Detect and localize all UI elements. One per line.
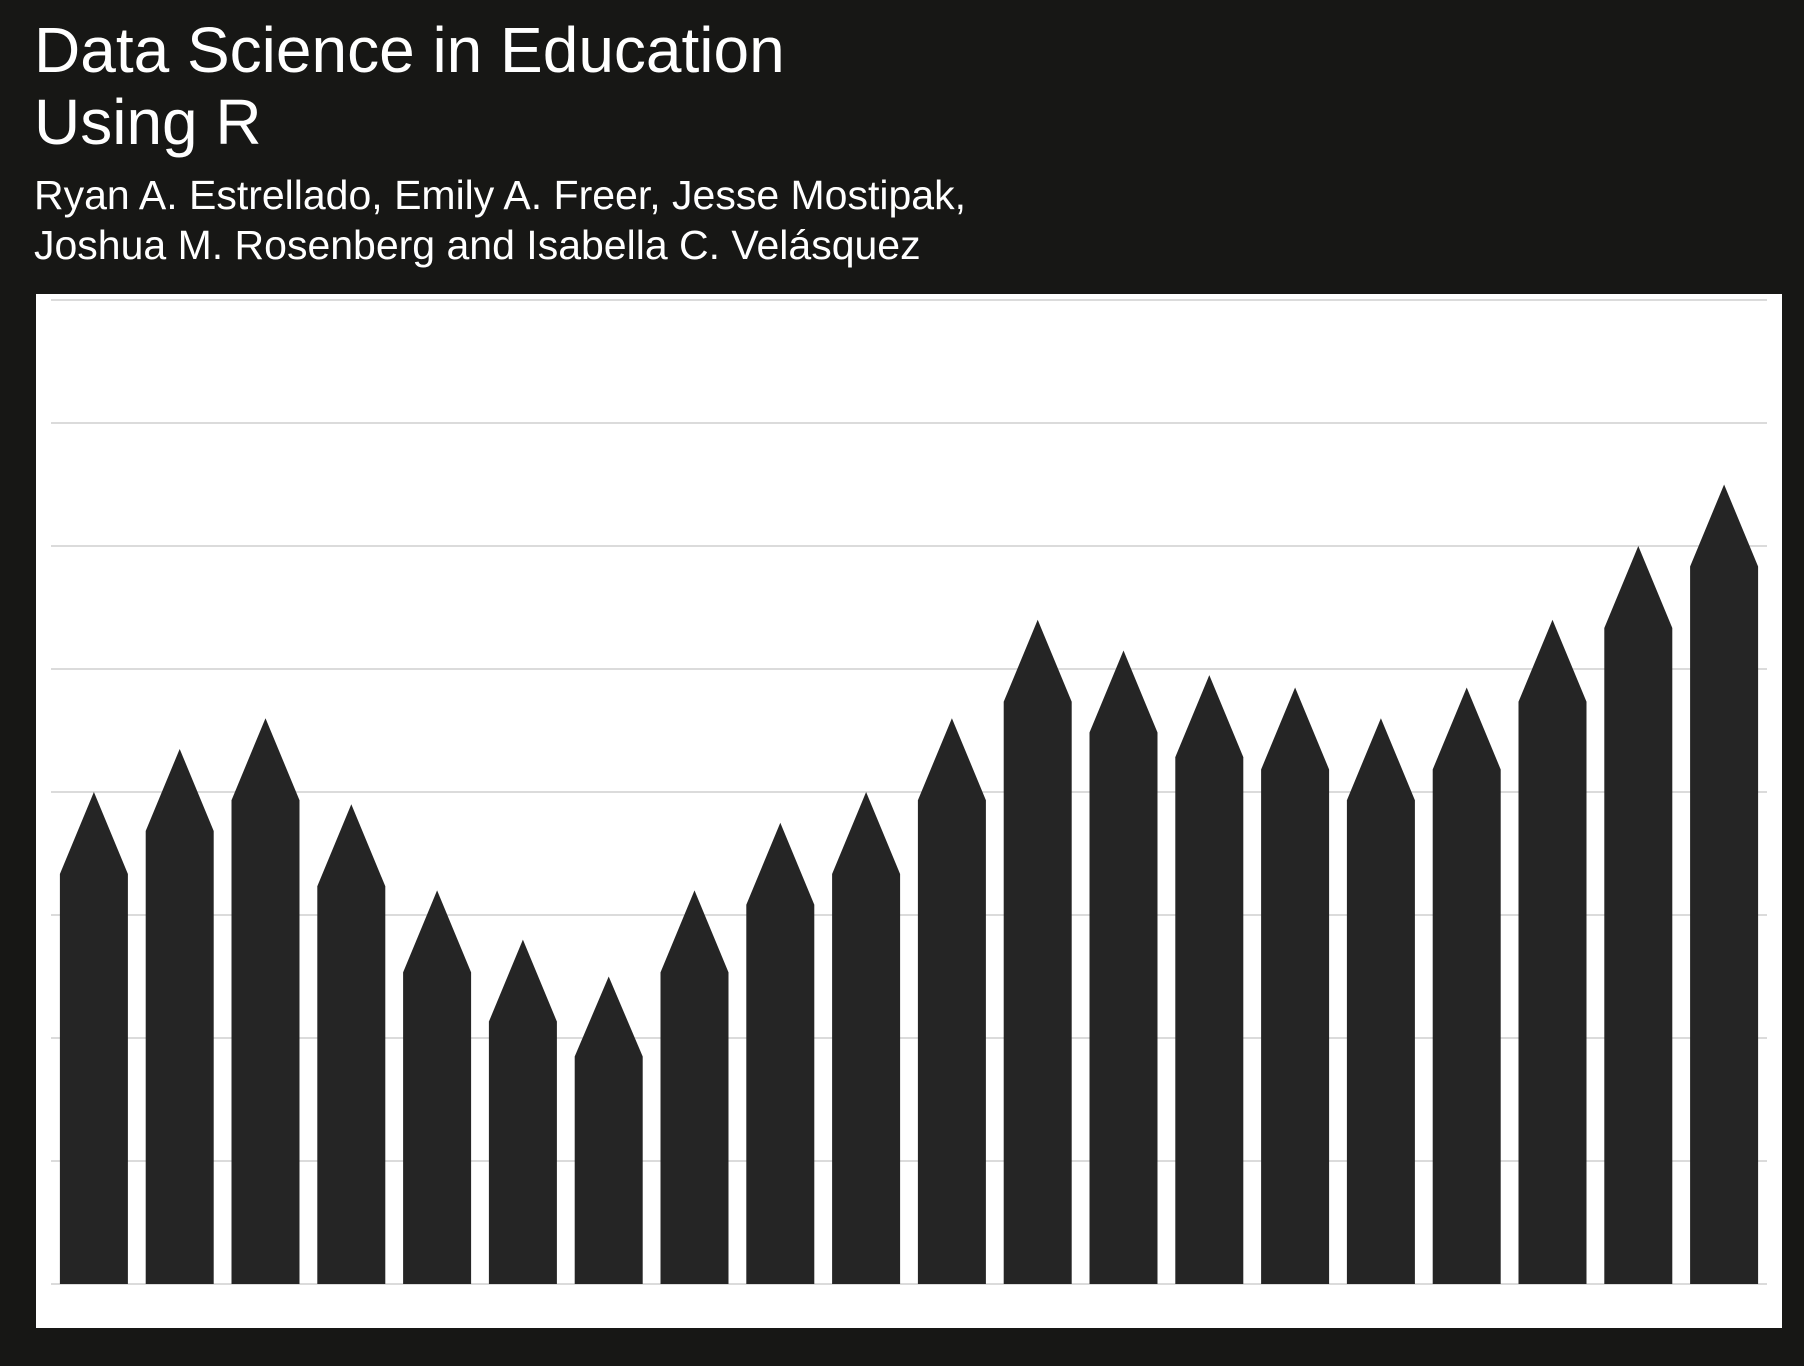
book-title: Data Science in Education Using R (34, 14, 785, 158)
title-line-2: Using R (34, 86, 262, 158)
authors-line-1: Ryan A. Estrellado, Emily A. Freer, Jess… (34, 172, 966, 218)
pencil-bar (574, 976, 643, 1284)
authors-line-2: Joshua M. Rosenberg and Isabella C. Velá… (34, 222, 921, 268)
pencil-bar-chart (51, 299, 1767, 1285)
pencil-bar (1432, 687, 1501, 1284)
pencil-bar (1690, 484, 1759, 1284)
pencil-bar (403, 890, 472, 1284)
pencil-bar (917, 718, 986, 1284)
pencil-bar (746, 822, 815, 1284)
book-authors: Ryan A. Estrellado, Emily A. Freer, Jess… (34, 170, 966, 270)
pencil-bar (1346, 718, 1415, 1284)
pencil-bar (1089, 650, 1158, 1284)
pencil-bar (145, 748, 214, 1284)
title-line-1: Data Science in Education (34, 14, 785, 86)
pencil-bar (1261, 687, 1330, 1284)
pencil-bar (660, 890, 729, 1284)
pencil-bars (59, 484, 1759, 1284)
pencil-bar (317, 804, 386, 1284)
pencil-bar (1003, 619, 1072, 1284)
pencil-bar (1604, 546, 1673, 1284)
pencil-bar (1518, 619, 1587, 1284)
pencil-bar (231, 718, 300, 1284)
pencil-bar (488, 939, 557, 1284)
gridlines (51, 299, 1767, 1285)
cover-art-panel (36, 294, 1782, 1328)
pencil-bar (1175, 675, 1244, 1284)
pencil-bar (59, 792, 128, 1284)
pencil-bar (832, 792, 901, 1284)
